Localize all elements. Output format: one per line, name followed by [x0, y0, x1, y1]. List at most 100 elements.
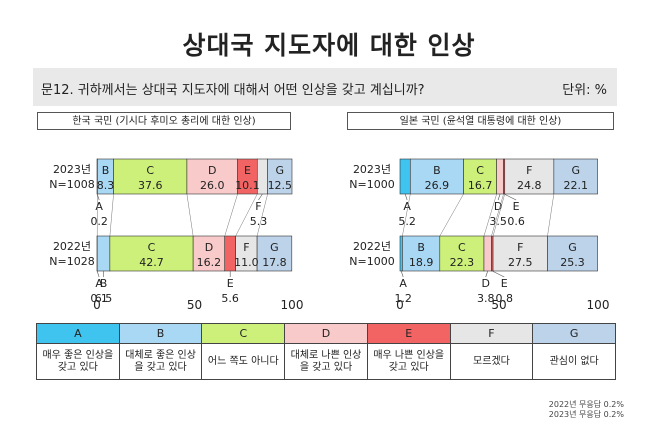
data-label: 26.0: [200, 179, 225, 192]
tick-label: 50: [491, 298, 506, 312]
leader-line: [400, 270, 404, 278]
tick-label: 0: [93, 298, 101, 312]
segment-key-label: D: [205, 241, 213, 254]
segment-key-label: F: [255, 200, 261, 213]
connector-line: [439, 193, 464, 237]
legend-key: D: [285, 324, 367, 344]
bar-segment-b: [96, 235, 111, 272]
legend: A 매우 좋은 인상을 갖고 있다 B 대체로 좋은 인상을 갖고 있다 C 어…: [36, 323, 616, 380]
segment-key-label: E: [513, 200, 520, 213]
panel-title-korea: 한국 국민 (기시다 후미오 총리에 대한 인상): [37, 112, 291, 130]
bar-segment-a: [399, 158, 411, 195]
leader-line: [258, 193, 263, 201]
segment-key-label: G: [276, 164, 285, 177]
legend-key: F: [450, 324, 533, 344]
note-2022: 2022년 무응답 0.2%: [548, 400, 624, 409]
legend-item-e: E 매우 나쁜 인상을 갖고 있다: [367, 324, 451, 379]
category-label: N=1000: [349, 178, 394, 191]
legend-label: 관심이 없다: [549, 355, 599, 367]
segment-key-label: A: [399, 277, 407, 290]
legend-key: G: [533, 324, 616, 344]
data-label: 1.2: [394, 292, 412, 305]
legend-key: E: [367, 324, 450, 344]
bar-segment-b: [409, 158, 464, 195]
segment-key-label: C: [476, 164, 484, 177]
segment-key-label: F: [526, 164, 532, 177]
data-label: 5.3: [250, 215, 268, 228]
connector-line: [491, 193, 504, 237]
legend-key: A: [37, 324, 119, 344]
bar-segment-c: [439, 235, 485, 272]
category-label: 2022년: [353, 240, 391, 253]
legend-item-a: A 매우 좋은 인상을 갖고 있다: [37, 324, 120, 379]
segment-key-label: A: [403, 200, 411, 213]
segment-key-label: A: [95, 200, 103, 213]
bar-segment-g: [553, 158, 598, 195]
legend-label: 매우 나쁜 인상을 갖고 있다: [373, 349, 445, 373]
data-label: 3.5: [489, 215, 507, 228]
data-label: 0.2: [90, 215, 108, 228]
segment-key-label: C: [148, 241, 156, 254]
segment-key-label: B: [102, 164, 110, 177]
data-label: 25.3: [560, 256, 585, 269]
data-label: 37.6: [138, 179, 163, 192]
connector-line: [235, 193, 258, 237]
category-label: 2022년: [53, 240, 91, 253]
connector-line: [186, 193, 194, 237]
bar-segment-d: [496, 158, 504, 195]
bar-segment-g: [267, 158, 293, 195]
bar-segment-g: [256, 235, 293, 272]
data-label: 0.1: [90, 292, 108, 305]
segment-key-label: B: [433, 164, 441, 177]
segment-key-label: E: [244, 164, 251, 177]
legend-key: C: [202, 324, 285, 344]
legend-item-c: C 어느 쪽도 아니다: [202, 324, 286, 379]
bar-segment-f: [492, 235, 548, 272]
connector-line: [492, 193, 505, 237]
data-label: 27.5: [508, 256, 533, 269]
tick-label: 100: [281, 298, 304, 312]
data-label: 16.2: [197, 256, 222, 269]
bar-segment-a: [399, 235, 403, 272]
data-label: 18.9: [409, 256, 434, 269]
legend-item-b: B 대체로 좋은 인상을 갖고 있다: [119, 324, 203, 379]
connector-line: [547, 193, 555, 237]
legend-item-g: G 관심이 없다: [533, 324, 616, 379]
page-title: 상대국 지도자에 대한 인상: [182, 31, 476, 60]
connector-line: [402, 193, 411, 237]
legend-label: 매우 좋은 인상을 갖고 있다: [42, 349, 114, 373]
segment-key-label: B: [100, 277, 108, 290]
connector-line: [483, 193, 497, 237]
category-label: N=1008: [49, 178, 94, 191]
category-label: N=1028: [49, 255, 94, 268]
segment-key-label: A: [95, 277, 103, 290]
segment-key-label: E: [227, 277, 234, 290]
data-label: 16.7: [468, 179, 493, 192]
data-label: 22.3: [450, 256, 475, 269]
bar-segment-f: [504, 158, 555, 195]
segment-key-label: F: [517, 241, 523, 254]
data-label: 26.9: [425, 179, 450, 192]
segment-key-label: E: [501, 277, 508, 290]
segment-key-label: C: [458, 241, 466, 254]
legend-label: 어느 쪽도 아니다: [207, 355, 279, 367]
bar-segment-c: [109, 235, 194, 272]
bar-segment-d: [186, 158, 238, 195]
data-label: 6.5: [95, 292, 113, 305]
leader-line: [492, 270, 505, 278]
data-label: 10.1: [235, 179, 260, 192]
connector-line: [109, 193, 114, 237]
category-label: N=1000: [349, 255, 394, 268]
legend-key: B: [119, 324, 202, 344]
data-label: 12.5: [268, 179, 293, 192]
leader-line: [96, 270, 100, 278]
data-label: 5.2: [398, 215, 416, 228]
legend-label: 대체로 나쁜 인상을 갖고 있다: [290, 349, 362, 373]
tick-label: 50: [187, 298, 202, 312]
segment-key-label: D: [481, 277, 489, 290]
segment-key-label: D: [494, 200, 502, 213]
tick-label: 0: [396, 298, 404, 312]
category-label: 2023년: [53, 163, 91, 176]
legend-item-f: F 모르겠다: [450, 324, 534, 379]
